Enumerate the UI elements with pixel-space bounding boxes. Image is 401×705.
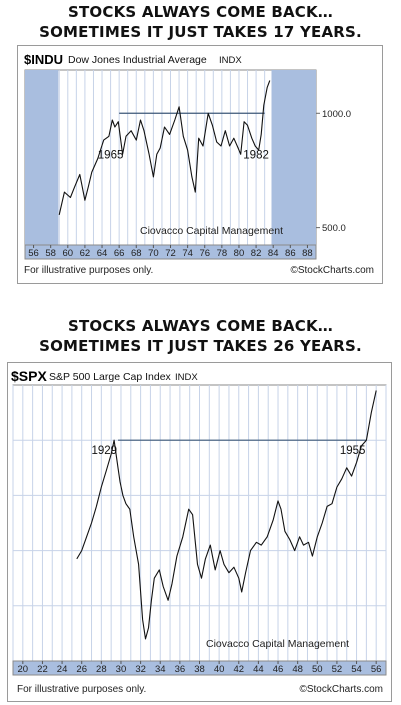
x-tick-label: 40 <box>214 664 225 675</box>
x-tick-label: 50 <box>312 664 323 675</box>
x-tick-label: 88 <box>302 248 313 259</box>
x-tick-label: 42 <box>233 664 244 675</box>
price-line <box>58 80 271 216</box>
footer-disclaimer: For illustrative purposes only. <box>17 684 147 695</box>
sp500-chart: $SPX S&P 500 Large Cap Index INDX 20 22 24… <box>11 368 387 676</box>
footer-copyright[interactable]: ©StockCharts.com <box>299 684 383 695</box>
x-tick-label: 54 <box>351 664 362 675</box>
chart-index-name: Dow Jones Industrial Average <box>68 54 207 66</box>
headline-1: STOCKS ALWAYS COME BACK… SOMETIMES IT JU… <box>0 2 401 42</box>
sp500-chart-panel: $SPX S&P 500 Large Cap Index INDX 20 22 24… <box>7 362 392 702</box>
x-tick-label: 46 <box>273 664 284 675</box>
chart-index-name: S&P 500 Large Cap Index <box>49 371 172 383</box>
footer-copyright[interactable]: ©StockCharts.com <box>290 265 374 276</box>
x-tick-label: 26 <box>76 664 87 675</box>
x-tick-label: 80 <box>234 248 245 259</box>
chart-exchange: INDX <box>175 372 198 383</box>
dow-jones-chart-panel: $INDU Dow Jones Industrial Average INDX … <box>17 45 383 284</box>
chart-symbol: $SPX <box>11 368 47 384</box>
shaded-region-left <box>25 70 59 245</box>
y-tick-label: 500.0 <box>322 223 346 234</box>
x-tick-label: 66 <box>114 248 125 259</box>
chart-exchange: INDX <box>219 55 242 66</box>
headline-1-line-1: STOCKS ALWAYS COME BACK… <box>67 3 333 21</box>
footer-disclaimer: For illustrative purposes only. <box>24 265 154 276</box>
x-tick-label: 82 <box>251 248 262 259</box>
x-tick-label: 22 <box>37 664 48 675</box>
x-tick-label: 86 <box>285 248 296 259</box>
x-tick-label: 74 <box>182 248 193 259</box>
dow-jones-chart: $INDU Dow Jones Industrial Average INDX … <box>24 52 351 260</box>
chart-symbol: $INDU <box>24 52 63 67</box>
x-tick-label: 68 <box>131 248 142 259</box>
x-tick-label: 44 <box>253 664 264 675</box>
y-tick-label: 1000.0 <box>322 109 351 120</box>
x-tick-label: 24 <box>57 664 68 675</box>
headline-1-line-2: SOMETIMES IT JUST TAKES 17 YEARS. <box>39 23 362 41</box>
x-tick-label: 56 <box>28 248 39 259</box>
x-tick-label: 52 <box>332 664 343 675</box>
year-annotation: 1955 <box>340 445 366 457</box>
x-tick-label: 72 <box>165 248 176 259</box>
x-tick-label: 70 <box>148 248 159 259</box>
price-line <box>76 390 377 640</box>
headline-2-line-2: SOMETIMES IT JUST TAKES 26 YEARS. <box>39 337 362 355</box>
x-tick-label: 20 <box>18 664 29 675</box>
x-tick-label: 58 <box>45 248 56 259</box>
x-tick-label: 56 <box>371 664 382 675</box>
shaded-region-right <box>271 70 316 245</box>
x-tick-label: 48 <box>292 664 303 675</box>
x-tick-label: 62 <box>80 248 91 259</box>
x-tick-label: 28 <box>96 664 107 675</box>
x-tick-label: 36 <box>175 664 186 675</box>
year-annotation: 1965 <box>98 150 124 162</box>
year-annotation: 1982 <box>243 150 269 162</box>
headline-2-line-1: STOCKS ALWAYS COME BACK… <box>67 317 333 335</box>
headline-2: STOCKS ALWAYS COME BACK… SOMETIMES IT JU… <box>0 316 401 356</box>
x-tick-label: 30 <box>116 664 127 675</box>
year-annotation: 1929 <box>91 445 117 457</box>
x-tick-label: 64 <box>97 248 108 259</box>
x-tick-label: 60 <box>63 248 74 259</box>
x-tick-label: 34 <box>155 664 166 675</box>
x-tick-label: 78 <box>217 248 228 259</box>
watermark-label: Ciovacco Capital Management <box>206 638 349 650</box>
x-tick-label: 76 <box>199 248 210 259</box>
x-tick-label: 32 <box>135 664 146 675</box>
watermark-label: Ciovacco Capital Management <box>140 225 283 237</box>
x-tick-label: 84 <box>268 248 279 259</box>
x-tick-label: 38 <box>194 664 205 675</box>
